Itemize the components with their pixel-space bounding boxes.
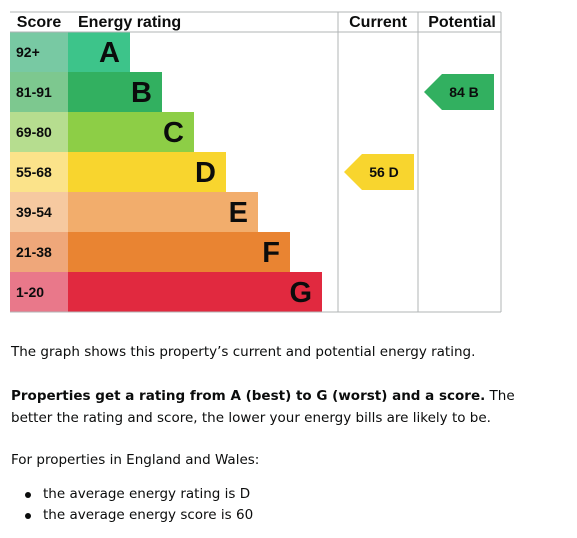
score-cell-e: [10, 192, 68, 232]
header-score: Score: [17, 14, 62, 31]
rating-bar-g: [68, 272, 322, 312]
score-cell-a: [10, 32, 68, 72]
rating-bar-b: [68, 72, 162, 112]
bullet-icon: [25, 492, 31, 498]
rating-bar-a: [68, 32, 130, 72]
rating-markers: 56 D 84 B: [344, 74, 494, 190]
rating-bands: 92+ A 81-91 B 69-80 C 55-68 D 39-54 E 21-38 F 1-20 G: [10, 32, 322, 312]
rating-bar-c: [68, 112, 194, 152]
current-rating-arrow: [344, 154, 414, 190]
rating-letter-g: G: [289, 277, 312, 309]
score-label-f: 21-38: [16, 244, 52, 260]
header-current: Current: [349, 14, 407, 31]
rating-letter-c: C: [163, 117, 184, 149]
score-label-c: 69-80: [16, 124, 52, 140]
score-cell-d: [10, 152, 68, 192]
bullet-icon: [25, 513, 31, 519]
potential-rating-label: 84 B: [449, 84, 479, 100]
rating-explanation-bold: Properties get a rating from A (best) to…: [11, 388, 486, 404]
chart-gridlines: [10, 11, 502, 313]
rating-letter-f: F: [262, 237, 280, 269]
header-energy-rating: Energy rating: [78, 14, 181, 31]
rating-bar-d: [68, 152, 226, 192]
score-cell-f: [10, 232, 68, 272]
list-item-text: the average energy score is 60: [43, 507, 254, 523]
energy-rating-chart: Score Energy rating Current Potential 92…: [10, 11, 502, 313]
rating-letter-d: D: [195, 157, 216, 189]
graph-description: The graph shows this property’s current …: [11, 344, 476, 360]
score-label-d: 55-68: [16, 164, 52, 180]
current-rating-label: 56 D: [369, 164, 399, 180]
average-rating-list: the average energy rating is D the avera…: [11, 484, 253, 526]
score-cell-b: [10, 72, 68, 112]
score-label-a: 92+: [16, 44, 40, 60]
rating-letter-a: A: [99, 37, 120, 69]
rating-bar-f: [68, 232, 290, 272]
rating-letter-b: B: [131, 77, 152, 109]
score-cell-c: [10, 112, 68, 152]
header-potential: Potential: [428, 14, 496, 31]
score-label-e: 39-54: [16, 204, 52, 220]
list-item-text: the average energy rating is D: [43, 486, 251, 502]
list-item: the average energy rating is D: [11, 484, 253, 505]
chart-header: Score Energy rating Current Potential: [17, 14, 496, 31]
score-cell-g: [10, 272, 68, 312]
score-label-b: 81-91: [16, 84, 52, 100]
region-intro: For properties in England and Wales:: [11, 452, 260, 468]
list-item: the average energy score is 60: [11, 505, 253, 526]
rating-letter-e: E: [229, 197, 248, 229]
score-label-g: 1-20: [16, 284, 44, 300]
rating-bar-e: [68, 192, 258, 232]
potential-rating-arrow: [424, 74, 494, 110]
rating-explanation: Properties get a rating from A (best) to…: [11, 385, 531, 429]
rating-explanation-rest: The better the rating and score, the low…: [11, 388, 515, 426]
